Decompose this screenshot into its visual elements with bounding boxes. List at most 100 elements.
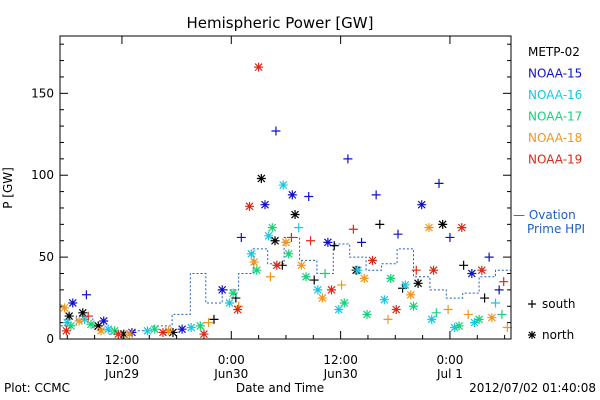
data-point [413,278,423,288]
data-point [150,324,160,334]
data-point [393,229,403,239]
data-point [93,321,103,331]
data-point [233,305,243,315]
data-point [494,285,504,295]
data-point [256,173,266,183]
data-point [480,293,490,303]
data-point [103,324,113,334]
data-point [199,329,209,339]
data-point [368,255,378,265]
data-point [454,321,464,331]
marker-legend: south north [528,297,576,342]
data-point [168,327,178,337]
data-point [265,272,275,282]
data-point [278,180,288,190]
data-point [348,224,358,234]
data-point [306,236,316,246]
data-point [467,268,477,278]
data-points [60,62,512,339]
data-point [337,280,347,290]
data-point [327,285,337,295]
data-point [249,257,259,267]
data-point [195,321,205,331]
data-point [459,260,469,270]
data-point [264,231,274,241]
data-point [217,285,227,295]
chart-title: Hemispheric Power [GW] [187,14,374,32]
legend-entry: NOAA-18 [528,131,582,145]
data-point [209,314,219,324]
data-point [429,265,439,275]
legend: METP-02 NOAA-15 NOAA-16 NOAA-17 NOAA-18 NOAA-… [528,45,582,167]
x-tick-time: 12:00 [323,353,358,367]
data-point [463,309,473,319]
data-point [81,290,91,300]
plot-credit: Plot: CCMC [4,381,70,395]
data-point [186,323,196,333]
legend-entry: NOAA-19 [528,153,582,167]
data-point [119,329,129,339]
data-point [99,316,109,326]
north-marker-icon [528,331,536,339]
data-point [323,237,333,247]
data-point [391,305,401,315]
data-point [74,316,84,326]
data-point [457,223,467,233]
data-point [339,298,349,308]
data-point [267,223,277,233]
data-point [113,329,123,339]
data-point [411,265,421,275]
y-tick-label: 150 [31,86,54,100]
data-point [362,309,372,319]
data-point [375,219,385,229]
data-point [127,327,137,337]
legend-entry: NOAA-15 [528,67,582,81]
data-point [80,314,90,324]
data-point [497,309,507,319]
plot-timestamp: 2012/07/02 01:40:08 [469,381,596,395]
y-tick-label: 50 [39,250,54,264]
data-point [371,190,381,200]
data-point [66,321,76,331]
data-point [359,273,369,283]
data-point [499,277,509,287]
ovation-step-path [60,237,511,335]
data-point [290,210,300,220]
south-marker-icon [528,300,536,308]
data-point [343,154,353,164]
data-point [353,265,363,275]
data-point [474,314,484,324]
x-axis-label: Date and Time [236,381,324,395]
data-point [434,178,444,188]
data-point [270,236,280,246]
data-point [260,200,270,210]
x-tick-time: 12:00 [105,353,140,367]
data-point [383,314,393,324]
data-point [313,285,323,295]
data-point [60,303,70,313]
data-point [204,318,214,328]
data-point [491,298,501,308]
data-point [142,326,152,336]
data-point [124,329,134,339]
data-point [317,293,327,303]
data-point [96,326,106,336]
x-tick-date: Jun30 [213,367,248,381]
data-point [334,305,344,315]
data-point [224,298,234,308]
data-point [281,237,291,247]
data-point [301,272,311,282]
data-point [83,311,93,321]
data-point [296,260,306,270]
data-point [272,260,282,270]
data-point [309,275,319,285]
x-tick-time: 0:00 [218,353,245,367]
data-point [271,126,281,136]
data-point [477,265,487,275]
legend-entry: METP-02 [528,45,580,59]
data-point [320,268,330,278]
data-point [78,308,88,318]
data-point [424,223,434,233]
data-point [487,313,497,323]
